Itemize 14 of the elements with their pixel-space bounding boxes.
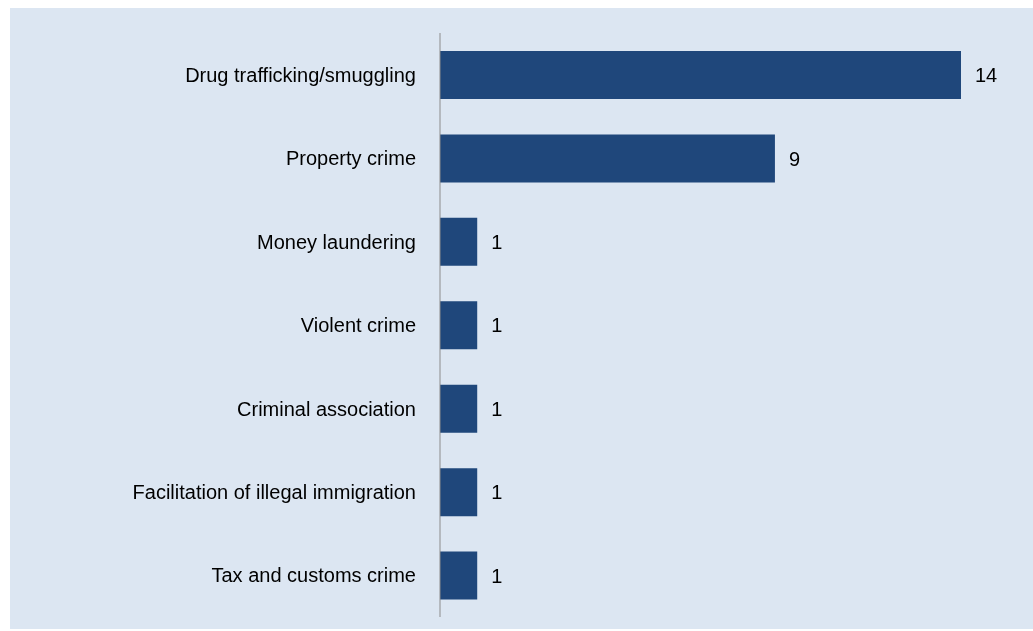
y-tick-label: Drug trafficking/smuggling [185, 63, 416, 86]
data-label: 9 [788, 147, 801, 170]
data-label: 1 [491, 481, 503, 504]
y-tick-label: Criminal association [237, 397, 416, 420]
data-label: 1 [491, 564, 503, 587]
y-tick-label: Tax and customs crime [211, 564, 416, 587]
y-tick-label: Property crime [285, 147, 416, 170]
y-tick-label: Violent crime [300, 314, 416, 337]
data-label: 1 [491, 230, 503, 253]
data-label: 1 [491, 314, 503, 337]
data-label: 1 [491, 397, 503, 420]
data-label: 14 [975, 64, 998, 87]
y-tick-label: Money laundering [257, 230, 416, 253]
y-tick-label: Facilitation of illegal immigration [132, 480, 416, 503]
